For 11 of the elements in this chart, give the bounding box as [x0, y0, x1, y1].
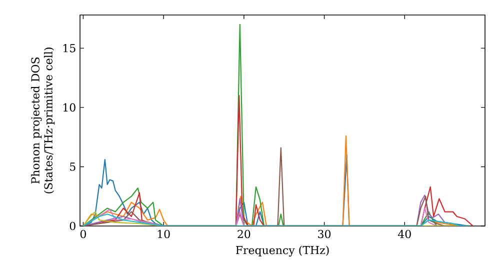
y-tick-label: 5: [70, 162, 76, 171]
x-tick-label: 40: [398, 230, 411, 238]
y-axis-title: Phonon projected DOS (States/THz·primitive cell): [30, 48, 55, 194]
y-tick-label: 0: [70, 222, 76, 230]
x-axis-title: Frequency (THz): [236, 246, 329, 257]
x-tick-label: 20: [238, 230, 250, 238]
x-tick-label: 10: [158, 230, 170, 238]
y-tick-label: 15: [63, 44, 76, 52]
x-tick-label: 30: [318, 230, 331, 238]
y-tick-label: 10: [63, 103, 76, 112]
x-tick-label: 0: [80, 230, 86, 238]
